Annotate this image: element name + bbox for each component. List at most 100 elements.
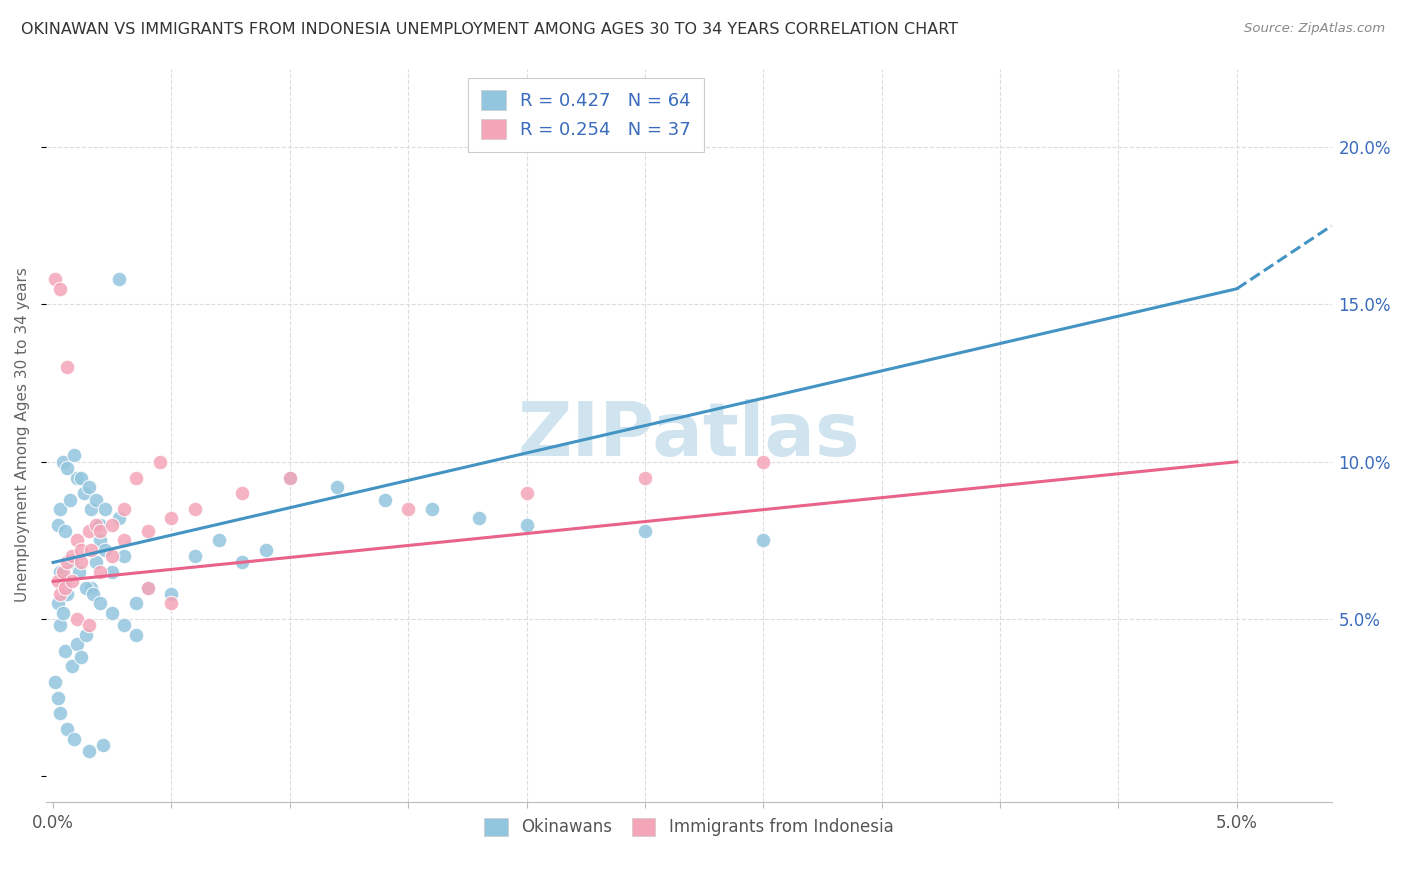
Point <box>70 649 93 664</box>
Point <box>160 587 183 601</box>
Point <box>44 272 66 286</box>
Point <box>56 461 79 475</box>
Point <box>44 675 66 690</box>
Point <box>51 606 73 620</box>
Point <box>752 455 775 469</box>
Point <box>184 502 207 516</box>
Point <box>46 596 69 610</box>
Point <box>49 502 72 516</box>
Point <box>94 502 117 516</box>
Point <box>208 533 231 548</box>
Point <box>108 272 131 286</box>
Point <box>231 556 253 570</box>
Point <box>468 511 491 525</box>
Point <box>53 643 76 657</box>
Point <box>49 282 72 296</box>
Text: OKINAWAN VS IMMIGRANTS FROM INDONESIA UNEMPLOYMENT AMONG AGES 30 TO 34 YEARS COR: OKINAWAN VS IMMIGRANTS FROM INDONESIA UN… <box>21 22 959 37</box>
Point <box>149 455 172 469</box>
Point <box>101 549 124 564</box>
Point <box>70 556 93 570</box>
Point <box>634 470 657 484</box>
Point <box>66 533 89 548</box>
Point <box>80 581 103 595</box>
Point <box>70 470 93 484</box>
Point <box>66 612 89 626</box>
Point <box>420 502 443 516</box>
Point <box>108 511 131 525</box>
Point <box>89 533 111 548</box>
Point <box>136 581 159 595</box>
Point <box>91 738 114 752</box>
Point <box>80 542 103 557</box>
Point <box>125 596 148 610</box>
Point <box>112 549 135 564</box>
Point <box>89 524 111 538</box>
Point <box>59 492 82 507</box>
Point <box>56 587 79 601</box>
Text: ZIPatlas: ZIPatlas <box>517 399 860 472</box>
Legend: Okinawans, Immigrants from Indonesia: Okinawans, Immigrants from Indonesia <box>475 809 901 845</box>
Point <box>51 565 73 579</box>
Point <box>63 449 86 463</box>
Point <box>254 542 277 557</box>
Point <box>516 486 538 500</box>
Point <box>49 706 72 721</box>
Point <box>77 618 100 632</box>
Point <box>752 533 775 548</box>
Point <box>84 517 107 532</box>
Point <box>46 574 69 589</box>
Point <box>89 565 111 579</box>
Point <box>46 690 69 705</box>
Point <box>326 480 349 494</box>
Point <box>67 565 90 579</box>
Point <box>66 637 89 651</box>
Point <box>77 744 100 758</box>
Point <box>75 628 97 642</box>
Point <box>77 480 100 494</box>
Point <box>56 723 79 737</box>
Point <box>60 574 83 589</box>
Point <box>373 492 395 507</box>
Text: Source: ZipAtlas.com: Source: ZipAtlas.com <box>1244 22 1385 36</box>
Point <box>53 574 76 589</box>
Point <box>56 360 79 375</box>
Point <box>49 587 72 601</box>
Point <box>89 517 111 532</box>
Point <box>125 628 148 642</box>
Point <box>89 596 111 610</box>
Point <box>53 581 76 595</box>
Point <box>56 556 79 570</box>
Point <box>60 549 83 564</box>
Point <box>634 524 657 538</box>
Point <box>516 517 538 532</box>
Point <box>46 517 69 532</box>
Point <box>101 606 124 620</box>
Point <box>125 470 148 484</box>
Point <box>112 533 135 548</box>
Point <box>82 587 104 601</box>
Point <box>136 524 159 538</box>
Point <box>60 556 83 570</box>
Point <box>160 511 183 525</box>
Point <box>77 524 100 538</box>
Point <box>49 565 72 579</box>
Point <box>84 556 107 570</box>
Point <box>60 659 83 673</box>
Point <box>70 542 93 557</box>
Point <box>101 565 124 579</box>
Point <box>278 470 301 484</box>
Point <box>112 618 135 632</box>
Point <box>94 542 117 557</box>
Y-axis label: Unemployment Among Ages 30 to 34 years: Unemployment Among Ages 30 to 34 years <box>15 268 30 602</box>
Point <box>101 517 124 532</box>
Point <box>184 549 207 564</box>
Point <box>73 486 96 500</box>
Point <box>160 596 183 610</box>
Point <box>231 486 253 500</box>
Point <box>51 455 73 469</box>
Point <box>136 581 159 595</box>
Point <box>49 618 72 632</box>
Point <box>63 731 86 746</box>
Point <box>53 524 76 538</box>
Point <box>75 581 97 595</box>
